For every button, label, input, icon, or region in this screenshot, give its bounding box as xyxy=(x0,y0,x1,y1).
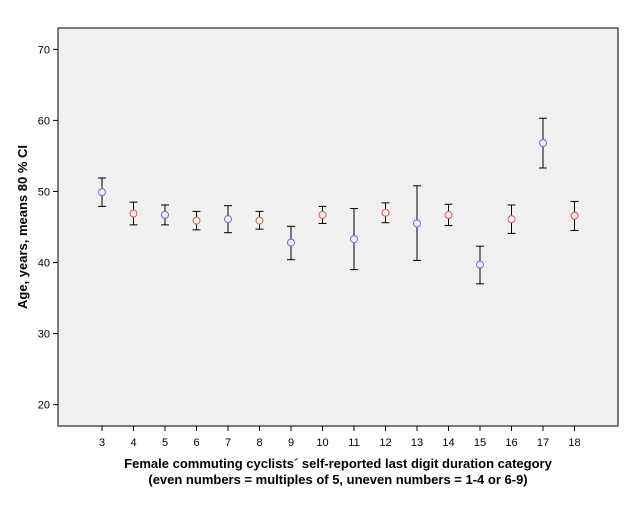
x-tick-label: 8 xyxy=(256,437,262,449)
mean-marker xyxy=(98,188,106,197)
mean-marker xyxy=(507,215,516,224)
x-tick-label: 4 xyxy=(130,437,136,449)
data-marks xyxy=(98,117,579,285)
mean-marker xyxy=(476,260,484,269)
mean-marker xyxy=(255,216,264,225)
y-tick-label: 60 xyxy=(38,115,50,127)
mean-marker xyxy=(161,210,169,219)
x-tick-label: 16 xyxy=(505,437,517,449)
mean-marker xyxy=(570,211,579,220)
x-tick-label: 11 xyxy=(348,437,359,449)
y-tick-label: 40 xyxy=(38,258,50,270)
mean-marker xyxy=(350,235,358,244)
x-tick-label: 12 xyxy=(379,437,391,449)
mean-marker xyxy=(192,216,201,225)
x-tick-label: 15 xyxy=(474,437,486,449)
x-tick-label: 17 xyxy=(537,437,549,449)
mean-marker xyxy=(539,139,547,148)
x-axis-title-line-1: Female commuting cyclists´ self-reported… xyxy=(124,456,552,471)
x-tick-label: 13 xyxy=(411,437,423,449)
x-tick-label: 18 xyxy=(568,437,580,449)
y-tick-label: 20 xyxy=(38,400,50,412)
x-axis: 3 4 5 6 7 8 9 10 11 12 13 14 15 16 17 18 xyxy=(99,426,581,449)
y-tick-label: 30 xyxy=(38,329,50,341)
y-axis: 20 30 40 50 60 70 xyxy=(38,44,58,412)
y-tick-label: 70 xyxy=(38,44,50,56)
x-tick-label: 7 xyxy=(225,437,231,449)
x-tick-label: 14 xyxy=(442,437,454,449)
y-axis-title: Age, years, means 80 % CI xyxy=(15,145,30,309)
mean-marker xyxy=(318,210,327,219)
mean-marker xyxy=(444,210,453,219)
x-tick-label: 9 xyxy=(288,437,294,449)
mean-marker xyxy=(129,209,138,218)
x-tick-label: 3 xyxy=(99,437,105,449)
x-tick-label: 5 xyxy=(162,437,168,449)
mean-marker xyxy=(381,208,390,217)
mean-marker xyxy=(287,238,295,247)
plot-area xyxy=(57,27,619,427)
x-tick-label: 6 xyxy=(193,437,199,449)
x-axis-title-line-2: (even numbers = multiples of 5, uneven n… xyxy=(148,472,527,487)
x-tick-label: 10 xyxy=(316,437,328,449)
y-tick-label: 50 xyxy=(38,186,50,198)
mean-marker xyxy=(224,215,232,224)
mean-marker xyxy=(413,219,421,228)
